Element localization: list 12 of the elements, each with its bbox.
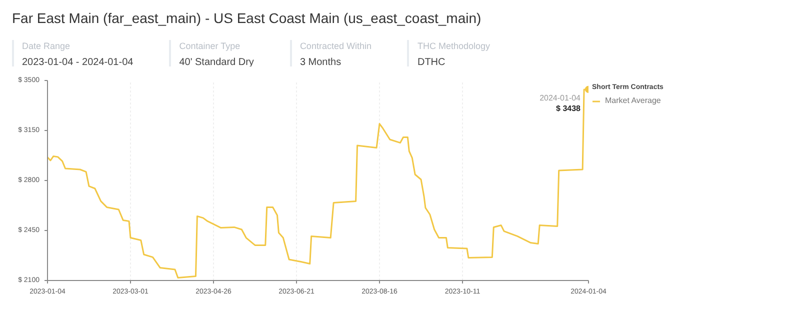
text: Contracted Within xyxy=(300,40,372,53)
text: DTHC xyxy=(417,56,446,70)
text: Date Range xyxy=(22,40,72,53)
text: 2023-01-04 - 2024-01-04 xyxy=(22,56,134,70)
annotation: $ 3438 xyxy=(556,104,582,113)
text: THC Methodology xyxy=(417,40,490,53)
text: 40' Standard Dry xyxy=(179,56,254,70)
text: Container Type xyxy=(179,40,242,53)
annotation: 2024-01-04 xyxy=(540,93,582,102)
legend-label: Market Average xyxy=(605,96,662,105)
chart-title: Far East Main (far_east_main) - US East Coast Main (us_east_coast_main) xyxy=(12,9,482,28)
text: 3 Months xyxy=(300,56,342,70)
